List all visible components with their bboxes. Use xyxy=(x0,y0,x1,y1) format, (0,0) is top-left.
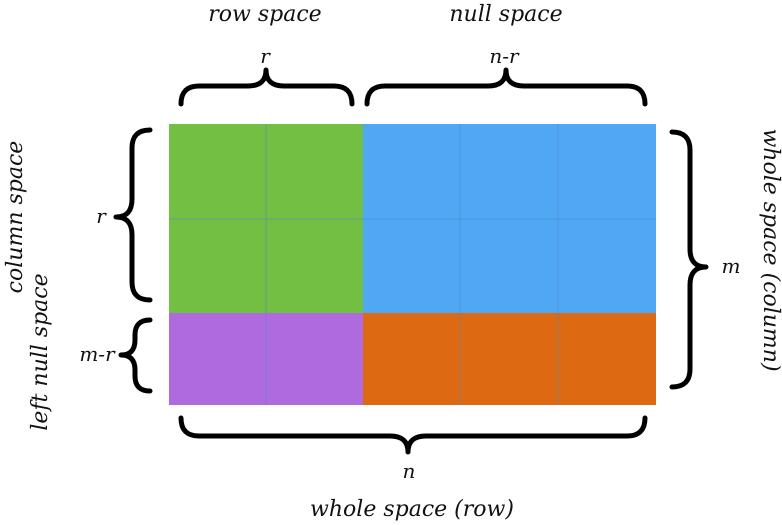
nullity-brace-top xyxy=(364,67,648,107)
cokernel-block xyxy=(363,313,656,405)
columns-brace-bottom xyxy=(178,415,648,455)
nullity-label-top: n-r xyxy=(489,44,520,68)
left-nullity-brace-left xyxy=(118,317,153,394)
whole-space-row-label: whole space (row) xyxy=(310,497,514,522)
whole-space-column-label: whole space (column) xyxy=(758,128,782,371)
matrix-grid xyxy=(169,124,656,405)
null-space-label: null space xyxy=(449,2,562,27)
row-space-label: row space xyxy=(208,2,321,27)
rows-label-m: m xyxy=(722,254,741,278)
column-space-label: column space xyxy=(3,141,28,294)
rank-label-left: r xyxy=(96,204,107,228)
left-nullity-label: m-r xyxy=(79,342,116,366)
left-null-space-label: left null space xyxy=(28,273,53,430)
rank-brace-top xyxy=(178,67,355,107)
rank-brace-left xyxy=(113,127,153,303)
columns-label-n: n xyxy=(403,459,416,483)
rank-label-top: r xyxy=(260,44,271,68)
rows-brace-right xyxy=(669,129,709,390)
